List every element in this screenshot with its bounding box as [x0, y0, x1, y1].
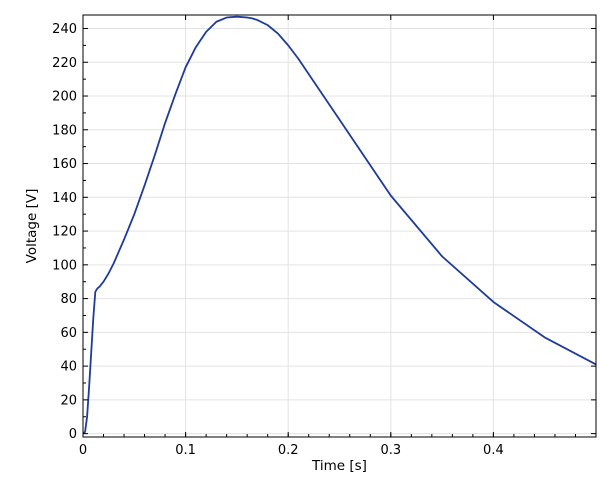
y-tick-label: 20 [60, 393, 77, 408]
y-tick-label: 140 [52, 191, 77, 206]
y-tick-label: 60 [60, 326, 77, 341]
plot-frame [82, 14, 597, 438]
y-tick-label: 240 [52, 22, 77, 37]
x-tick-label: 0.4 [483, 443, 504, 458]
y-tick-label: 180 [52, 123, 77, 138]
series-layer [82, 15, 597, 435]
axis-ticks: 0 0.1 0.2 0.3 0.4 0 20 40 60 80 100 120 140 160 180 200… [52, 15, 596, 458]
grid-lines [82, 15, 596, 437]
y-tick-label: 200 [52, 90, 77, 105]
y-axis-label: Voltage [V] [24, 189, 40, 264]
x-tick-label: 0 [79, 443, 87, 458]
y-tick-label: 40 [60, 360, 77, 375]
voltage-series-line [82, 15, 597, 435]
y-tick-label: 160 [52, 157, 77, 172]
y-tick-label: 100 [52, 258, 77, 273]
x-tick-label: 0.2 [278, 443, 299, 458]
y-tick-label: 220 [52, 56, 77, 71]
x-tick-label: 0.1 [175, 443, 196, 458]
y-tick-label: 0 [69, 427, 77, 442]
y-tick-label: 80 [60, 292, 77, 307]
y-tick-label: 120 [52, 225, 77, 240]
x-axis-label: Time [s] [311, 458, 367, 474]
x-tick-label: 0.3 [380, 443, 401, 458]
